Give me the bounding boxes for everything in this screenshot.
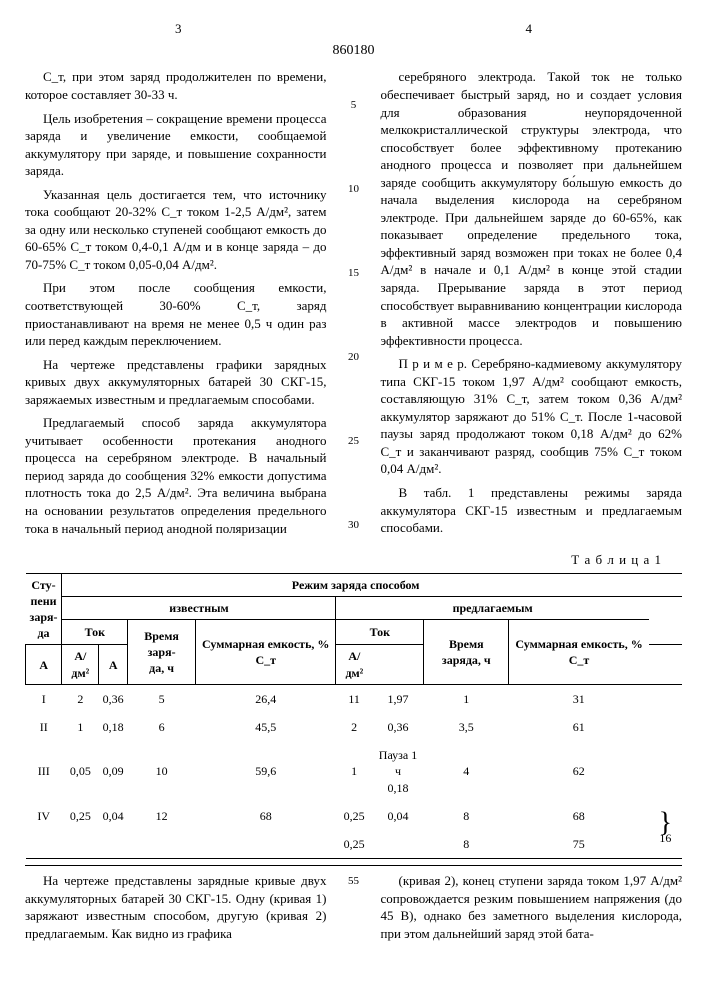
cell: 26,4 [195,684,335,713]
modes-table: Сту- пени заря- да Режим заряда способом… [25,573,682,859]
ln: 25 [345,434,363,449]
cell: 45,5 [195,713,335,741]
cell: 1,97 [372,684,424,713]
th-steps: Сту- пени заря- да [26,573,62,645]
th-cap: Суммарная емкость, % С_т [509,620,649,685]
cell: 62 [509,741,649,802]
cell [372,830,424,859]
cell: 8 [424,802,509,830]
cell: 0,36 [372,713,424,741]
cell: 0,09 [99,741,128,802]
para: серебряного электрода. Такой ток не толь… [381,68,683,349]
page-left: 3 [175,20,182,38]
th-cap: Суммарная емкость, % С_т [195,620,335,685]
para: Предлагаемый способ заряда аккумулятора … [25,414,327,537]
cell: 3,5 [424,713,509,741]
ln: 10 [345,182,363,197]
ln: 15 [345,266,363,281]
bottom-columns: На чертеже представлены зарядные кривые … [25,865,682,942]
cell: III [26,741,62,802]
para: На чертеже представлены графики зарядных… [25,356,327,409]
th-a: А [99,645,128,684]
para: Цель изобретения – сокращение времени пр… [25,110,327,180]
doc-number: 860180 [25,42,682,61]
cell: 12 [128,802,196,830]
cell: 1 [424,684,509,713]
para: В табл. 1 представлены режимы заряда акк… [381,484,683,537]
line-numbers: 5 10 15 20 25 30 [345,68,363,543]
cell: 6 [128,713,196,741]
cell: 75 [509,830,649,859]
cell: 0,25 [336,802,372,830]
cell: 31 [509,684,649,713]
cell: 0,04 [99,802,128,830]
cell [99,830,128,859]
cell: 4 [424,741,509,802]
cell: 0,04 [372,802,424,830]
cell: 2 [62,684,99,713]
ln: 30 [345,518,363,533]
th-known: известным [62,596,336,619]
left-column: С_т, при этом заряд продолжителен по вре… [25,68,327,543]
cell: 2 [336,713,372,741]
cell: 0,25 [62,802,99,830]
cell: 0,36 [99,684,128,713]
table-title: Т а б л и ц а 1 [25,551,662,569]
text-columns: С_т, при этом заряд продолжителен по вре… [25,68,682,543]
cell: 10 [128,741,196,802]
cell: I [26,684,62,713]
th-adm2: А/дм² [336,645,372,684]
cell: 61 [509,713,649,741]
table-row: II10,18645,520,363,561 [26,713,683,741]
para: П р и м е р. Серебряно-кадмиевому аккуму… [381,355,683,478]
cell: 0,05 [62,741,99,802]
cell: 0,18 [99,713,128,741]
para: (кривая 2), конец ступени заряда током 1… [381,872,683,942]
cell: 0,25 [336,830,372,859]
cell [62,830,99,859]
table-row: III0,050,091059,61Пауза 1 ч 0,18462 [26,741,683,802]
bottom-right: (кривая 2), конец ступени заряда током 1… [381,872,683,942]
table-row: 0,25 875 [26,830,683,859]
page-right: 4 [526,20,533,38]
cell: 1 [62,713,99,741]
para: На чертеже представлены зарядные кривые … [25,872,327,942]
right-column: серебряного электрода. Такой ток не толь… [381,68,683,543]
th-mode: Режим заряда способом [62,573,649,596]
cell: 5 [128,684,196,713]
cell: 68 [195,802,335,830]
th-current: Ток [62,620,128,645]
th-adm2: А/дм² [62,645,99,684]
cell [195,830,335,859]
cell: 1 [336,741,372,802]
line-number: 55 [345,872,363,942]
bottom-left: На чертеже представлены зарядные кривые … [25,872,327,942]
th-current: Ток [336,620,424,645]
para: Указанная цель достигается тем, что исто… [25,186,327,274]
th-a: А [26,645,62,684]
ln: 5 [345,98,363,113]
th-time: Время заряда, ч [424,620,509,685]
para: С_т, при этом заряд продолжителен по вре… [25,68,327,103]
para: При этом после сообщения емкости, соотве… [25,279,327,349]
th-proposed: предлагаемым [336,596,649,619]
cell: 8 [424,830,509,859]
cell [128,830,196,859]
cell: 11 [336,684,372,713]
cell: II [26,713,62,741]
table-row: IV0,250,0412680,250,04868} 16 [26,802,683,830]
ln: 20 [345,350,363,365]
th-time: Время заря- да, ч [128,620,196,685]
cell: 59,6 [195,741,335,802]
cell: Пауза 1 ч 0,18 [372,741,424,802]
table-row: I20,36526,4111,97131 [26,684,683,713]
brace-cell: } 16 [649,802,682,859]
cell [26,830,62,859]
cell: IV [26,802,62,830]
cell: 68 [509,802,649,830]
